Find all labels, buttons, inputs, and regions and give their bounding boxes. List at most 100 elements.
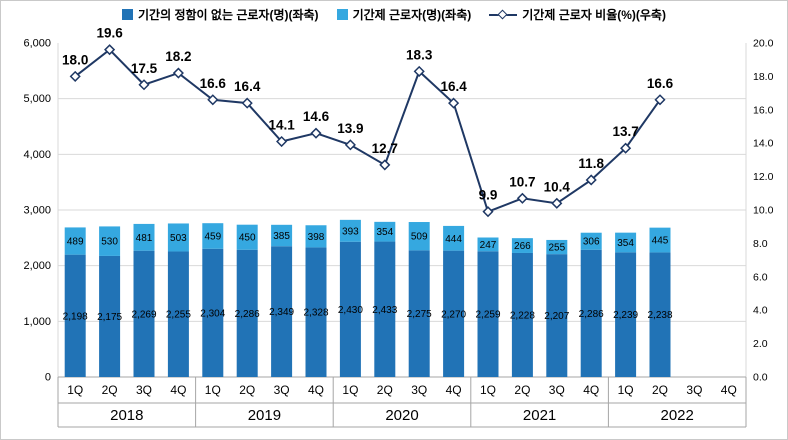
bar-label-fixed-term: 444 <box>445 234 462 245</box>
ratio-value-label: 14.1 <box>268 118 295 133</box>
bar-label-fixed-term: 385 <box>273 231 290 242</box>
ratio-diamond-marker <box>448 97 460 109</box>
bar-permanent <box>271 246 293 377</box>
year-label: 2020 <box>385 407 418 424</box>
quarter-label: 2Q <box>377 383 393 397</box>
bar-permanent <box>374 241 396 377</box>
legend-swatch-fixed-term-icon <box>336 9 348 20</box>
bar-permanent <box>99 255 121 377</box>
right-axis-tick-label: 2.0 <box>753 338 768 350</box>
quarter-label: 1Q <box>205 383 221 397</box>
legend-item-permanent: 기간의 정함이 없는 근로자(명)(좌축) <box>122 6 319 23</box>
bar-fixed-term <box>374 221 396 242</box>
legend-line-diamond-icon <box>489 9 518 21</box>
left-axis-tick-label: 0 <box>45 372 51 384</box>
ratio-value-label: 10.4 <box>544 179 571 194</box>
ratio-diamond-marker <box>620 142 632 154</box>
bar-label-permanent: 2,433 <box>372 305 397 316</box>
right-axis-tick-label: 16.0 <box>753 104 774 116</box>
bar-label-permanent: 2,286 <box>579 309 604 320</box>
bar-fixed-term <box>133 223 155 251</box>
bar-label-fixed-term: 530 <box>101 237 118 248</box>
bar-label-permanent: 2,198 <box>63 311 88 322</box>
ratio-diamond-marker <box>516 192 528 204</box>
bar-permanent <box>649 252 671 377</box>
bar-label-permanent: 2,238 <box>647 310 672 321</box>
left-axis-tick-label: 6,000 <box>23 38 51 50</box>
ratio-value-label: 11.8 <box>578 156 604 171</box>
bar-permanent <box>236 249 258 377</box>
ratio-value-label: 18.0 <box>62 52 88 67</box>
bar-fixed-term <box>477 237 499 252</box>
right-axis-tick-label: 4.0 <box>753 305 768 317</box>
bar-permanent <box>580 249 602 377</box>
bar-label-fixed-term: 509 <box>411 232 428 243</box>
ratio-value-label: 18.2 <box>165 49 191 64</box>
left-axis-tick-label: 4,000 <box>23 149 51 161</box>
bar-label-fixed-term: 459 <box>204 231 221 242</box>
bar-fixed-term <box>64 227 86 255</box>
left-axis-tick-label: 3,000 <box>23 205 51 217</box>
bar-label-fixed-term: 503 <box>170 233 187 244</box>
ratio-diamond-marker <box>585 174 597 186</box>
ratio-value-label: 18.3 <box>406 47 433 62</box>
bar-label-fixed-term: 393 <box>342 226 359 237</box>
quarter-label: 3Q <box>549 383 565 397</box>
quarter-label: 3Q <box>686 383 702 397</box>
quarter-label: 2Q <box>514 383 530 397</box>
bar-label-fixed-term: 354 <box>376 227 393 238</box>
quarter-label: 3Q <box>411 383 427 397</box>
right-axis-tick-label: 8.0 <box>753 238 768 250</box>
bar-label-permanent: 2,259 <box>475 310 500 321</box>
bar-fixed-term <box>511 238 533 253</box>
bar-fixed-term <box>443 225 465 251</box>
bar-label-fixed-term: 489 <box>67 237 84 248</box>
chart-legend: 기간의 정함이 없는 근로자(명)(좌축) 기간제 근로자(명)(좌축) 기간제… <box>1 6 787 23</box>
left-axis-tick-label: 5,000 <box>23 93 51 105</box>
bar-label-permanent: 2,228 <box>510 310 535 321</box>
ratio-diamond-marker <box>379 159 391 171</box>
bar-label-fixed-term: 247 <box>480 240 497 251</box>
bar-permanent <box>202 248 224 377</box>
ratio-line-series <box>74 48 661 213</box>
bar-permanent <box>133 250 155 377</box>
legend-label-permanent: 기간의 정함이 없는 근로자(명)(좌축) <box>138 8 319 22</box>
ratio-diamond-marker <box>172 67 184 79</box>
bar-label-fixed-term: 255 <box>548 243 565 254</box>
ratio-value-label: 19.6 <box>96 26 123 41</box>
right-axis-tick-label: 20.0 <box>753 38 774 50</box>
year-label: 2019 <box>248 407 281 424</box>
quarter-label: 1Q <box>480 383 496 397</box>
legend-item-ratio: 기간제 근로자 비율(%)(우축) <box>489 6 666 23</box>
bar-permanent <box>408 250 430 377</box>
bar-fixed-term <box>339 219 361 242</box>
ratio-value-label: 12.7 <box>372 141 398 156</box>
bar-fixed-term <box>615 232 637 253</box>
right-axis-tick-label: 10.0 <box>753 205 774 217</box>
right-axis-tick-label: 6.0 <box>753 271 768 283</box>
ratio-value-label: 16.4 <box>234 79 261 94</box>
year-label: 2021 <box>523 407 556 424</box>
right-axis-tick-label: 18.0 <box>753 71 774 83</box>
ratio-value-label: 17.5 <box>131 61 158 76</box>
ratio-diamond-marker <box>413 65 425 77</box>
ratio-value-label: 13.9 <box>337 121 363 136</box>
ratio-value-label: 9.9 <box>479 188 498 203</box>
bar-permanent <box>64 254 86 377</box>
bar-label-permanent: 2,207 <box>544 311 569 322</box>
bar-label-permanent: 2,286 <box>235 309 260 320</box>
right-axis-tick-label: 14.0 <box>753 138 774 150</box>
bar-fixed-term <box>236 224 258 250</box>
bar-permanent <box>305 247 327 377</box>
ratio-diamond-marker <box>207 94 219 106</box>
bar-permanent <box>167 251 189 377</box>
bar-label-fixed-term: 481 <box>136 233 153 244</box>
bar-fixed-term <box>99 226 121 256</box>
bar-label-permanent: 2,349 <box>269 307 294 318</box>
bar-label-fixed-term: 445 <box>652 236 669 247</box>
legend-item-fixed-term: 기간제 근로자(명)(좌축) <box>336 6 471 23</box>
ratio-diamond-marker <box>482 206 494 218</box>
year-label: 2018 <box>110 407 143 424</box>
bar-fixed-term <box>408 222 430 251</box>
